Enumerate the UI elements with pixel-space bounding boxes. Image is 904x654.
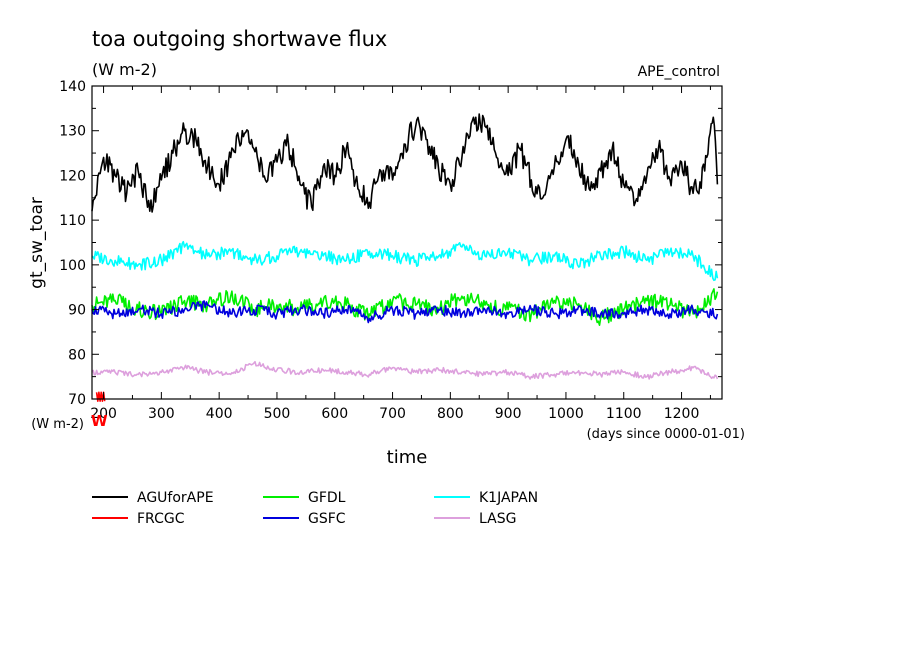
legend-label-frcgc: FRCGC (137, 511, 185, 527)
series-line-k1japan (91, 240, 719, 282)
x-tick-label-500: 500 (264, 406, 291, 422)
x-unit-label: (days since 0000-01-01) (587, 427, 745, 442)
series-line-gsfc (91, 300, 719, 324)
series-line-aguforape (91, 113, 719, 213)
y-tick-label-110: 110 (59, 213, 86, 229)
legend-label-gsfc: GSFC (308, 511, 346, 527)
y-tick-label-80: 80 (68, 347, 86, 363)
x-tick-label-700: 700 (379, 406, 406, 422)
series-layer (91, 113, 719, 403)
experiment-label: APE_control (638, 64, 720, 80)
x-tick-label-600: 600 (321, 406, 348, 422)
series-line-lasg (91, 360, 719, 380)
x-axis: 200 300 400 500 600 700 800 900 1000 1100 1200 (90, 86, 711, 422)
y-tick-label-140: 140 (59, 79, 86, 95)
y-unit-label: (W m-2) (31, 417, 84, 432)
legend-label-k1japan: K1JAPAN (479, 490, 538, 506)
x-tick-label-1200: 1200 (664, 406, 700, 422)
y-tick-label-120: 120 (59, 168, 86, 184)
legend-label-gfdl: GFDL (308, 490, 346, 506)
x-tick-label-200: 200 (90, 406, 117, 422)
y-tick-label-100: 100 (59, 258, 86, 274)
x-tick-label-800: 800 (437, 406, 464, 422)
y-tick-label-90: 90 (68, 303, 86, 319)
legend-label-lasg: LASG (479, 511, 516, 527)
y-axis: 70 80 90 100 110 120 130 140 (59, 79, 722, 408)
x-tick-label-900: 900 (495, 406, 522, 422)
y-tick-label-70: 70 (68, 392, 86, 408)
legend: AGUforAPE GFDL K1JAPAN FRCGC GSFC LASG (92, 490, 538, 527)
x-axis-label: time (387, 447, 428, 468)
y-axis-label: gt_sw_toar (27, 197, 47, 289)
x-tick-label-300: 300 (148, 406, 175, 422)
frcgc-glyph: W (91, 412, 108, 430)
chart-subtitle: (W m-2) (92, 60, 157, 79)
x-tick-label-1100: 1100 (606, 406, 642, 422)
legend-label-aguforape: AGUforAPE (137, 490, 214, 506)
x-tick-label-1000: 1000 (548, 406, 584, 422)
chart-title: toa outgoing shortwave flux (92, 27, 387, 51)
y-tick-label-130: 130 (59, 124, 86, 140)
x-tick-label-400: 400 (206, 406, 233, 422)
